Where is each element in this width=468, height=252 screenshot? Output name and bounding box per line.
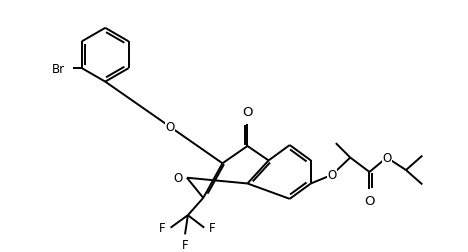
Text: O: O [328, 169, 336, 182]
Text: O: O [382, 151, 391, 164]
Text: O: O [242, 106, 253, 119]
Text: Br: Br [51, 62, 65, 75]
Text: F: F [182, 238, 188, 251]
Text: O: O [174, 172, 183, 184]
Text: F: F [209, 221, 216, 234]
Text: O: O [364, 194, 375, 207]
Text: O: O [165, 120, 175, 134]
Text: F: F [159, 221, 166, 234]
